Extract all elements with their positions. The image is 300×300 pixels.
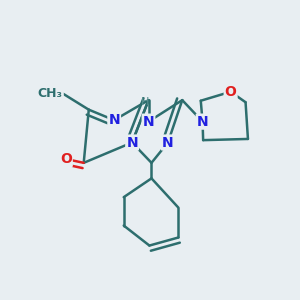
Text: N: N <box>143 115 154 129</box>
Text: CH₃: CH₃ <box>38 87 63 100</box>
Text: O: O <box>60 152 72 166</box>
Text: N: N <box>162 136 174 149</box>
Text: N: N <box>126 136 138 149</box>
Text: O: O <box>225 85 237 99</box>
Text: H: H <box>141 97 150 107</box>
Text: N: N <box>108 113 120 127</box>
Text: N: N <box>197 115 208 129</box>
